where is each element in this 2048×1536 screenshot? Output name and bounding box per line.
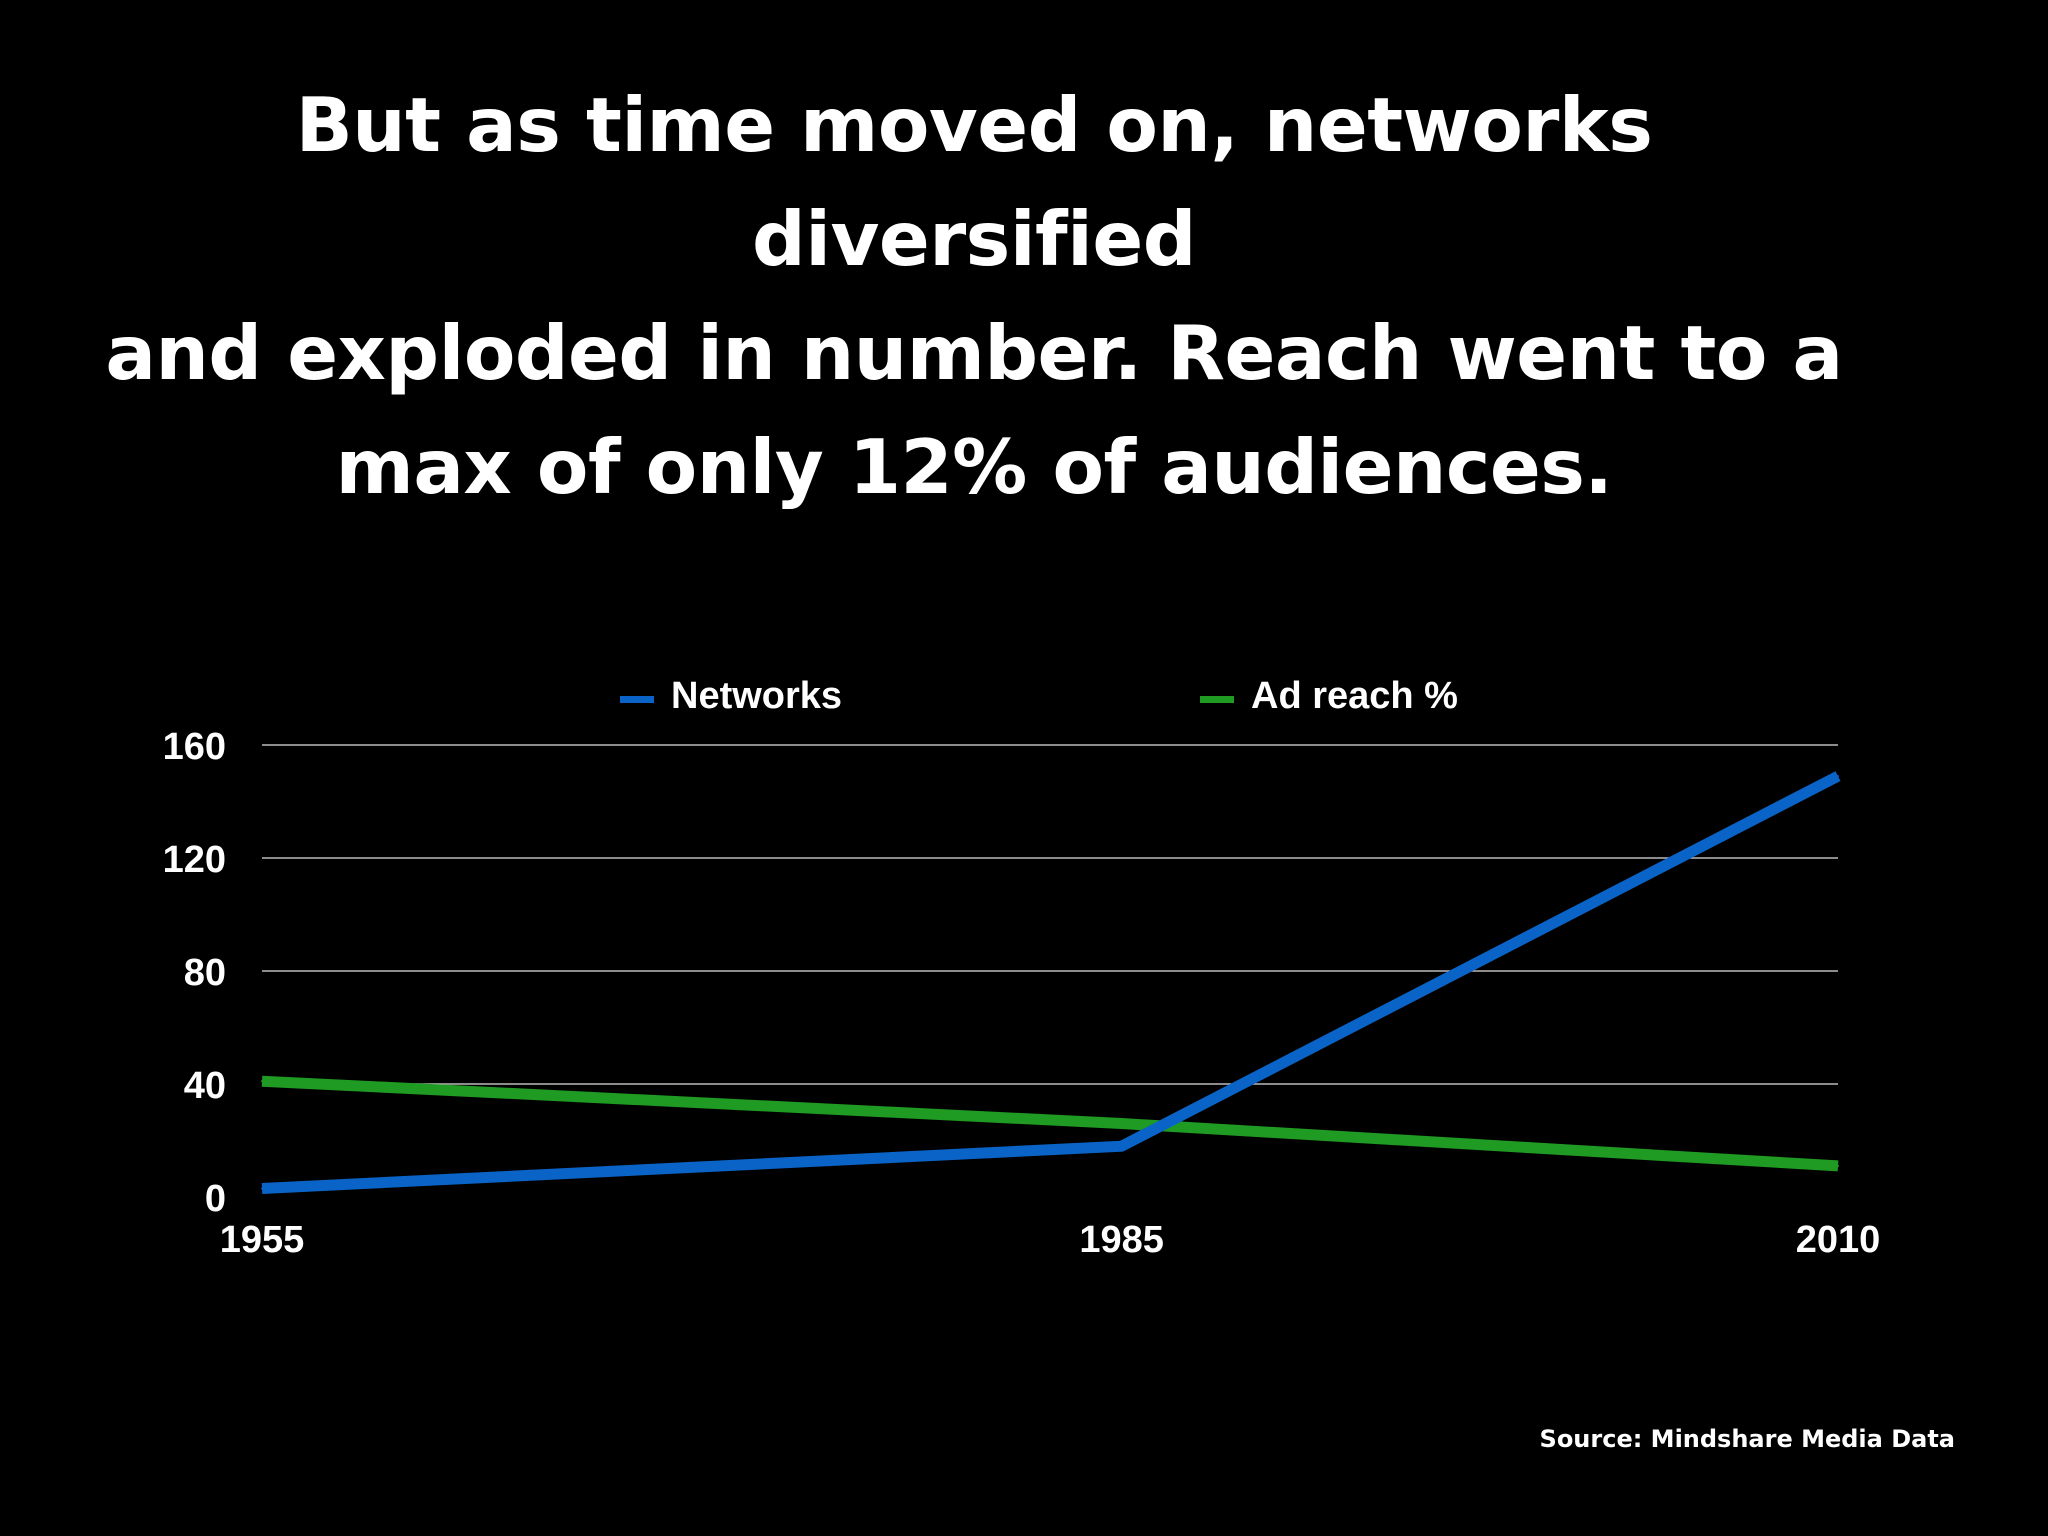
headline-line-1: But as time moved on, networks diversifi… [295, 81, 1653, 283]
x-tick-label: 1955 [220, 1219, 305, 1261]
data-point-ad-reach [1120, 1122, 1123, 1125]
legend-item-networks: Networks [620, 675, 842, 717]
y-tick-label: 40 [184, 1065, 226, 1107]
y-tick-label: 80 [184, 952, 226, 994]
x-tick-label: 2010 [1796, 1219, 1881, 1261]
data-point-ad-reach [261, 1080, 263, 1083]
legend-item-ad-reach: Ad reach % [1200, 675, 1458, 717]
gridlines [262, 744, 1838, 1085]
series-line-networks [261, 771, 1841, 1194]
x-tick-label: 1985 [1079, 1219, 1164, 1261]
y-tick-label: 120 [163, 839, 226, 881]
legend-swatch [1200, 696, 1234, 703]
x-axis-tick-labels: 1955 1985 2010 [220, 1219, 1881, 1261]
data-point-networks [261, 1187, 263, 1190]
legend: Networks Ad reach % [620, 675, 1458, 717]
data-point-networks [1837, 775, 1839, 778]
headline-line-2: and exploded in number. Reach went to a [105, 309, 1843, 397]
legend-label: Ad reach % [1251, 675, 1458, 717]
data-point-ad-reach [1837, 1164, 1839, 1167]
series-lines [261, 771, 1841, 1194]
headline-line-3: max of only 12% of audiences. [335, 423, 1613, 511]
y-tick-label: 160 [163, 726, 226, 768]
legend-label: Networks [671, 675, 842, 717]
source-note: Source: Mindshare Media Data [1539, 1425, 1955, 1453]
legend-swatch [620, 696, 654, 703]
data-point-networks [1120, 1145, 1123, 1148]
y-axis-tick-labels: 0 40 80 120 160 [163, 726, 226, 1220]
headline: But as time moved on, networks diversifi… [74, 68, 1874, 524]
y-tick-label: 0 [205, 1178, 226, 1220]
